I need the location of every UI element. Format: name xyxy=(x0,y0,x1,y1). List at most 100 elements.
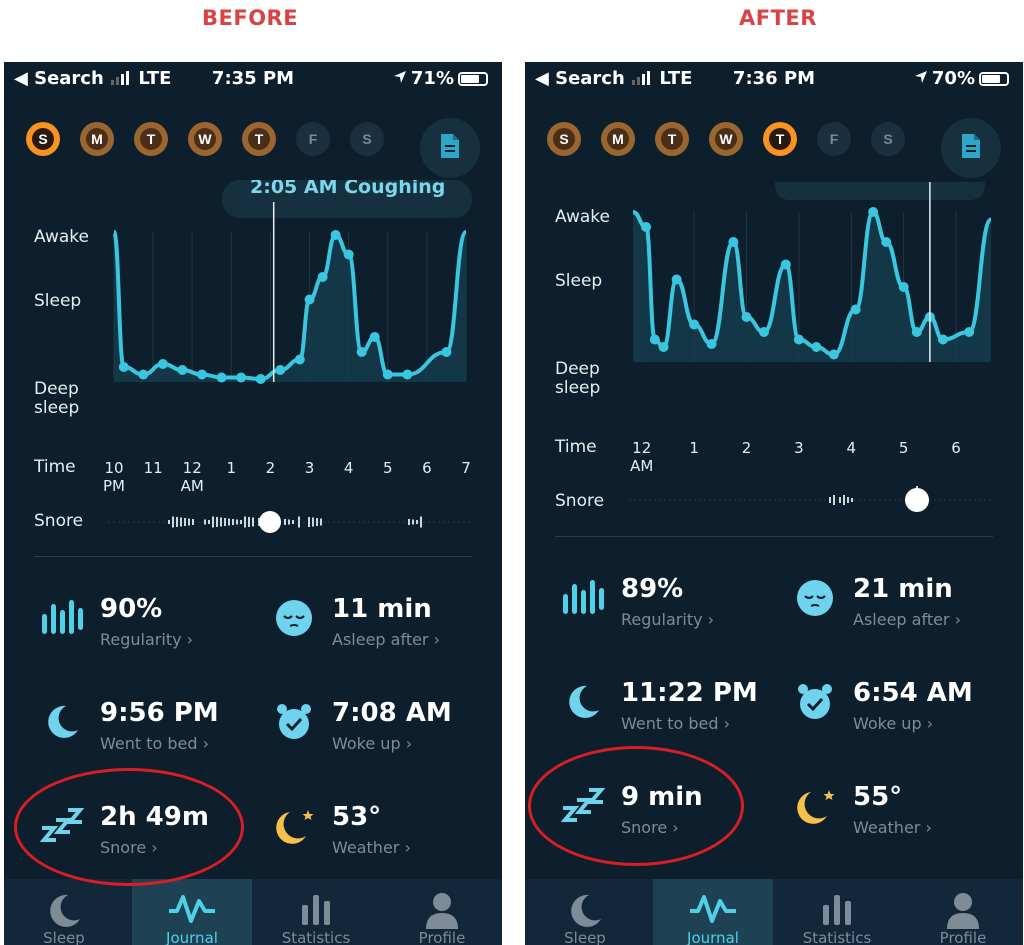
woke-up-stat[interactable]: 6:54 AM Woke up › xyxy=(791,678,973,733)
x-tick-label: 11 xyxy=(143,459,163,477)
data-point xyxy=(868,207,879,217)
day-button-2[interactable]: T xyxy=(655,122,689,156)
snore-track-label: Snore xyxy=(555,491,605,511)
x-tick-label: 6 xyxy=(951,439,961,457)
tab-statistics[interactable]: Statistics xyxy=(777,879,897,945)
regularity-value: 89% xyxy=(621,574,684,604)
tab-journal[interactable]: Journal xyxy=(653,879,773,945)
tab-profile[interactable]: Profile xyxy=(382,879,502,945)
clock: 7:36 PM xyxy=(732,68,816,89)
x-tick-label: 2 xyxy=(741,439,752,457)
day-button-0[interactable]: S xyxy=(26,122,60,156)
snore-stat[interactable]: 9 min Snore › xyxy=(559,782,703,837)
battery-icon xyxy=(979,71,1009,86)
moon-icon xyxy=(571,894,601,927)
snore-label: Snore xyxy=(100,838,147,857)
weather-label: Weather xyxy=(853,818,921,837)
snore-mark xyxy=(228,518,230,526)
sleep-cycle-chart[interactable] xyxy=(525,182,1023,602)
data-point xyxy=(741,312,752,322)
data-point xyxy=(402,369,413,380)
tab-statistics[interactable]: Statistics xyxy=(256,879,376,945)
woke-up-stat[interactable]: 7:08 AM Woke up › xyxy=(270,698,452,753)
pulse-icon xyxy=(690,895,736,923)
data-point xyxy=(255,374,266,384)
person-icon xyxy=(426,893,458,929)
snore-stat[interactable]: 2h 49m Snore › xyxy=(38,802,209,857)
chevron-right-icon: › xyxy=(954,610,962,629)
tab-label: Journal xyxy=(687,929,739,945)
signal-icon xyxy=(110,69,132,90)
day-button-3[interactable]: W xyxy=(709,122,743,156)
chevron-right-icon: › xyxy=(151,838,158,857)
pulse-icon xyxy=(169,895,215,923)
before-caption: BEFORE xyxy=(202,6,299,30)
day-button-1[interactable]: M xyxy=(80,122,114,156)
tab-sleep[interactable]: Sleep xyxy=(4,879,124,945)
report-button[interactable] xyxy=(941,118,1001,178)
data-point xyxy=(236,372,247,383)
data-point xyxy=(304,294,315,305)
regularity-bars-icon xyxy=(38,594,86,642)
day-button-1[interactable]: M xyxy=(601,122,635,156)
snore-mark xyxy=(236,519,238,525)
carrier-label: LTE xyxy=(659,68,693,89)
moon-stars-icon xyxy=(270,802,318,850)
day-button-0[interactable]: S xyxy=(547,122,581,156)
tab-journal[interactable]: Journal xyxy=(132,879,252,945)
chevron-right-icon: › xyxy=(405,734,413,753)
went-to-bed-stat[interactable]: 11:22 PM Went to bed › xyxy=(559,678,758,733)
went-to-bed-stat[interactable]: 9:56 PM Went to bed › xyxy=(38,698,219,753)
day-button-5[interactable]: F xyxy=(817,122,851,156)
regularity-bars-icon xyxy=(559,574,607,622)
snore-mark xyxy=(416,520,418,524)
day-button-5[interactable]: F xyxy=(296,122,330,156)
weather-stat[interactable]: 53° Weather › xyxy=(270,802,411,857)
sleep-cycle-chart[interactable] xyxy=(4,182,502,602)
y-label-sleep: Sleep xyxy=(34,291,82,311)
back-to-search-link[interactable]: ◀ Search xyxy=(14,68,104,89)
day-button-4[interactable]: T xyxy=(242,122,276,156)
data-point xyxy=(964,327,975,337)
weather-stat[interactable]: 55° Weather › xyxy=(791,782,932,837)
tab-label: Profile xyxy=(418,929,466,945)
snore-track[interactable] xyxy=(629,486,993,514)
report-button[interactable] xyxy=(420,118,480,178)
regularity-stat[interactable]: 89% Regularity › xyxy=(559,574,714,629)
regularity-stat[interactable]: 90% Regularity › xyxy=(38,594,193,649)
snore-mark xyxy=(320,518,322,526)
data-point xyxy=(317,272,328,282)
x-tick-label: 3 xyxy=(794,439,804,457)
tab-profile[interactable]: Profile xyxy=(903,879,1023,945)
snore-mark xyxy=(298,516,300,528)
back-to-search-link[interactable]: ◀ Search xyxy=(535,68,625,89)
asleep-after-stat[interactable]: 21 min Asleep after › xyxy=(791,574,961,629)
data-point xyxy=(157,359,168,369)
snore-value: 2h 49m xyxy=(100,802,209,832)
data-point xyxy=(706,339,717,349)
day-button-6[interactable]: S xyxy=(350,122,384,156)
event-bubble[interactable]: 2:05 AM Coughing xyxy=(222,180,472,218)
x-tick-label: 4 xyxy=(846,439,857,457)
data-point xyxy=(850,304,861,315)
chevron-right-icon: › xyxy=(925,818,932,837)
asleep-after-stat[interactable]: 11 min Asleep after › xyxy=(270,594,440,649)
day-button-2[interactable]: T xyxy=(134,122,168,156)
tab-label: Profile xyxy=(939,929,987,945)
sleep-line xyxy=(632,209,993,357)
tab-sleep[interactable]: Sleep xyxy=(525,879,645,945)
tab-bar: Sleep Journal Statistics Profile xyxy=(525,879,1023,945)
data-point xyxy=(197,369,207,380)
moon-icon xyxy=(50,894,80,927)
event-bubble[interactable] xyxy=(775,182,985,200)
after-caption: AFTER xyxy=(739,6,817,30)
chevron-right-icon: › xyxy=(433,630,441,649)
clock: 7:35 PM xyxy=(211,68,295,89)
snore-track[interactable] xyxy=(108,510,472,534)
status-bar: ◀ Search LTE 7:35 PM 71% xyxy=(4,68,502,92)
day-button-4[interactable]: T xyxy=(763,122,797,156)
day-button-3[interactable]: W xyxy=(188,122,222,156)
chevron-right-icon: › xyxy=(723,714,731,733)
snore-mark xyxy=(316,518,318,526)
day-button-6[interactable]: S xyxy=(871,122,905,156)
